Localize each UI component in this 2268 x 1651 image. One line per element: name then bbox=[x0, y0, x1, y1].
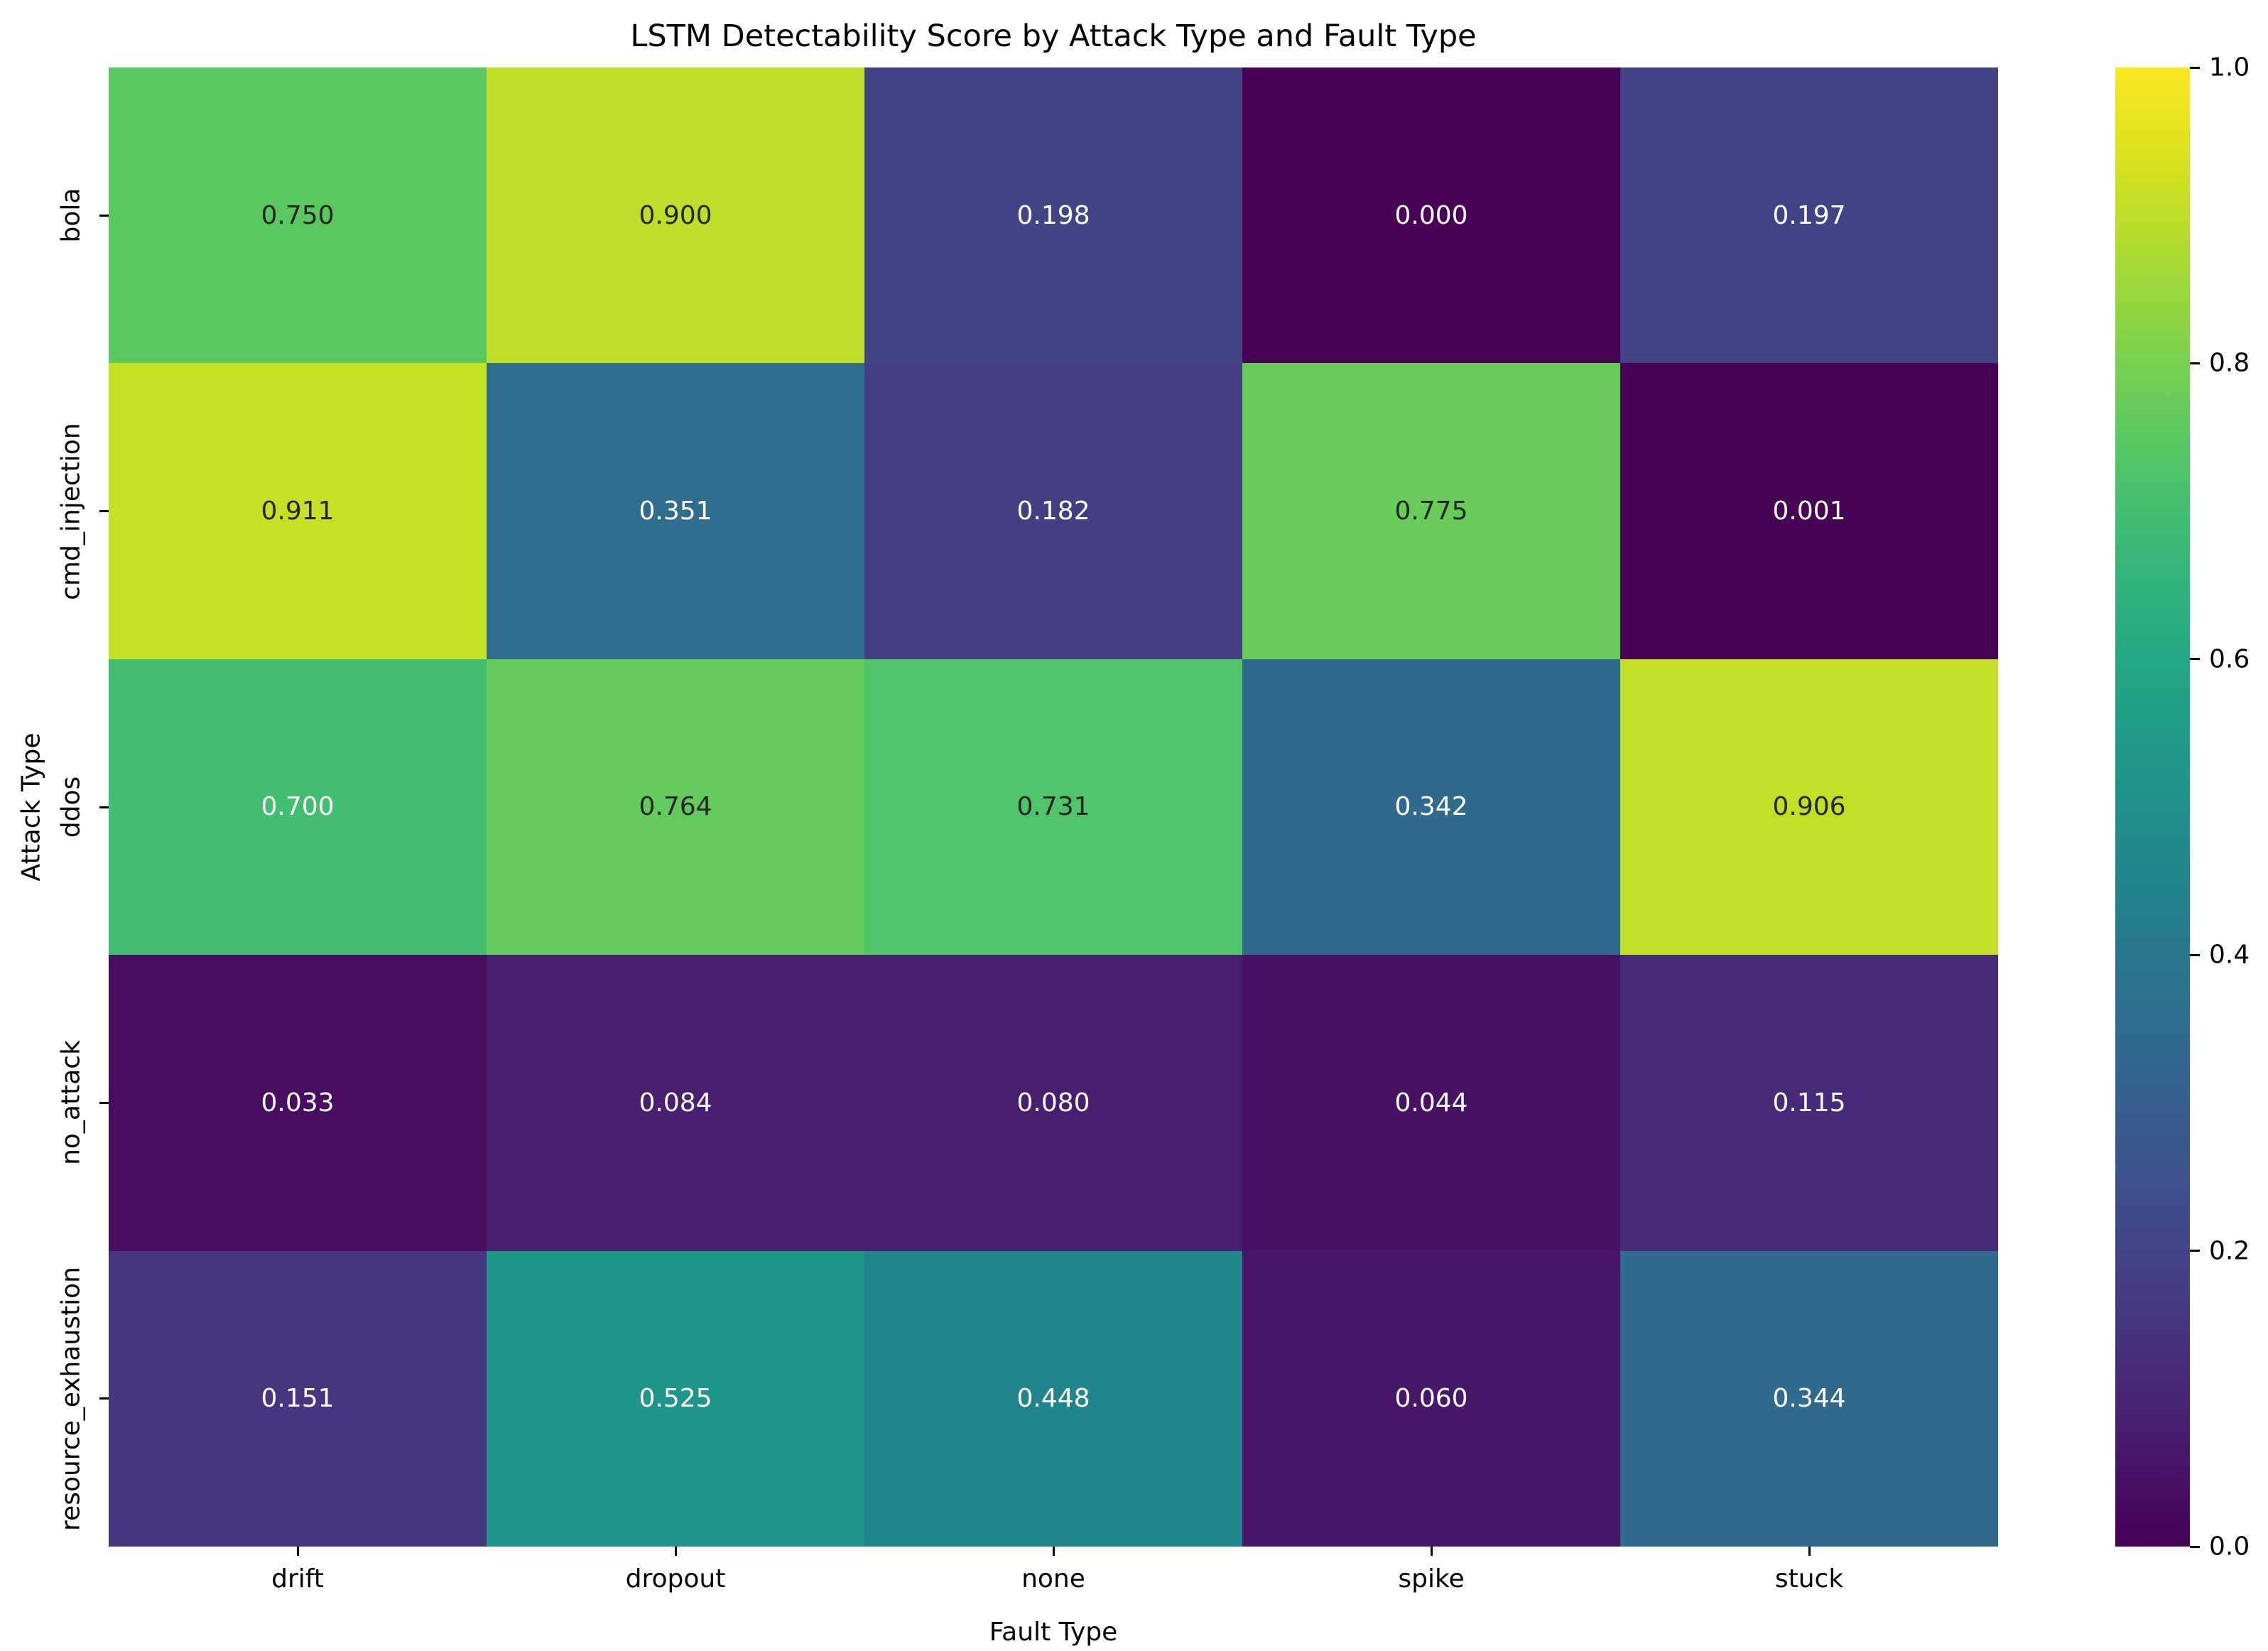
heatmap-cell: 0.911 bbox=[109, 363, 487, 659]
cell-value: 0.115 bbox=[1772, 1088, 1846, 1117]
colorbar-tick-label: 0.6 bbox=[2209, 644, 2250, 674]
cell-value: 0.351 bbox=[639, 497, 712, 526]
cell-value: 0.198 bbox=[1016, 200, 1090, 230]
heatmap-cell: 0.775 bbox=[1242, 363, 1620, 659]
heatmap-cell: 0.001 bbox=[1620, 363, 1998, 659]
colorbar-tick-label: 0.8 bbox=[2209, 348, 2250, 378]
heatmap-cell: 0.033 bbox=[109, 955, 487, 1251]
cell-value: 0.080 bbox=[1016, 1088, 1090, 1117]
colorbar-gradient bbox=[2115, 67, 2190, 1547]
heatmap-cell: 0.906 bbox=[1620, 659, 1998, 956]
heatmap-cell: 0.731 bbox=[864, 659, 1242, 956]
cell-value: 0.342 bbox=[1394, 792, 1468, 822]
x-tick-mark bbox=[674, 1547, 677, 1556]
y-tick-mark bbox=[99, 214, 109, 217]
colorbar-tick-mark bbox=[2190, 953, 2200, 956]
heatmap-cell: 0.342 bbox=[1242, 659, 1620, 956]
x-tick-label: none bbox=[1021, 1564, 1085, 1593]
heatmap-cell: 0.060 bbox=[1242, 1250, 1620, 1547]
colorbar-tick-mark bbox=[2190, 66, 2200, 69]
heatmap-cell: 0.044 bbox=[1242, 955, 1620, 1251]
heatmap-cell: 0.750 bbox=[109, 67, 487, 364]
cell-value: 0.344 bbox=[1772, 1384, 1846, 1414]
cell-value: 0.750 bbox=[261, 200, 335, 230]
colorbar-tick-mark bbox=[2190, 362, 2200, 364]
colorbar-tick-label: 0.2 bbox=[2209, 1236, 2250, 1266]
cell-value: 0.084 bbox=[639, 1088, 712, 1117]
cell-value: 0.448 bbox=[1016, 1384, 1090, 1414]
heatmap-cell: 0.084 bbox=[487, 955, 864, 1251]
heatmap-cell: 0.448 bbox=[864, 1250, 1242, 1547]
cell-value: 0.525 bbox=[639, 1384, 712, 1414]
y-tick-mark bbox=[99, 510, 109, 513]
cell-value: 0.911 bbox=[261, 497, 335, 526]
colorbar-tick-label: 0.4 bbox=[2209, 940, 2250, 970]
y-tick-label: resource_exhaustion bbox=[56, 1266, 86, 1531]
x-tick-mark bbox=[1808, 1547, 1811, 1556]
cell-value: 0.001 bbox=[1772, 497, 1846, 526]
colorbar-tick-mark bbox=[2190, 1250, 2200, 1252]
cell-value: 0.033 bbox=[261, 1088, 335, 1117]
heatmap-cell: 0.182 bbox=[864, 363, 1242, 659]
heatmap-cell: 0.080 bbox=[864, 955, 1242, 1251]
y-tick-label: no_attack bbox=[56, 1040, 86, 1166]
cell-value: 0.731 bbox=[1016, 792, 1090, 822]
y-tick-mark bbox=[99, 806, 109, 808]
x-tick-mark bbox=[296, 1547, 299, 1556]
cell-value: 0.700 bbox=[261, 792, 335, 822]
chart-title: LSTM Detectability Score by Attack Type … bbox=[630, 18, 1477, 54]
heatmap-cell: 0.198 bbox=[864, 67, 1242, 364]
y-tick-label: cmd_injection bbox=[56, 422, 86, 600]
cell-value: 0.764 bbox=[639, 792, 712, 822]
heatmap-cell: 0.700 bbox=[109, 659, 487, 956]
x-tick-mark bbox=[1430, 1547, 1433, 1556]
heatmap-cell: 0.151 bbox=[109, 1250, 487, 1547]
heatmap-cell: 0.900 bbox=[487, 67, 864, 364]
y-tick-mark bbox=[99, 1101, 109, 1104]
heatmap-cell: 0.000 bbox=[1242, 67, 1620, 364]
cell-value: 0.151 bbox=[261, 1384, 335, 1414]
y-tick-mark bbox=[99, 1397, 109, 1400]
cell-value: 0.060 bbox=[1394, 1384, 1468, 1414]
heatmap-grid: 0.750 0.900 0.198 0.000 0.197 0.911 0.351 0.182… bbox=[109, 67, 1998, 1547]
x-tick-label: spike bbox=[1398, 1564, 1465, 1593]
heatmap-cell: 0.764 bbox=[487, 659, 864, 956]
cell-value: 0.182 bbox=[1016, 497, 1090, 526]
x-axis-label: Fault Type bbox=[989, 1618, 1118, 1647]
x-tick-label: stuck bbox=[1774, 1564, 1844, 1593]
heatmap-cell: 0.351 bbox=[487, 363, 864, 659]
colorbar-tick-mark bbox=[2190, 1545, 2200, 1548]
cell-value: 0.900 bbox=[639, 200, 712, 230]
x-tick-label: drift bbox=[271, 1564, 324, 1593]
y-tick-label: bola bbox=[56, 188, 86, 243]
heatmap-cell: 0.197 bbox=[1620, 67, 1998, 364]
y-tick-label: ddos bbox=[56, 776, 86, 838]
heatmap-cell: 0.115 bbox=[1620, 955, 1998, 1251]
heatmap-cell: 0.344 bbox=[1620, 1250, 1998, 1547]
colorbar-tick-label: 1.0 bbox=[2209, 53, 2250, 82]
y-axis-label: Attack Type bbox=[16, 732, 46, 882]
x-tick-label: dropout bbox=[625, 1564, 726, 1593]
heatmap-cell: 0.525 bbox=[487, 1250, 864, 1547]
colorbar-tick-label: 0.0 bbox=[2209, 1532, 2250, 1561]
cell-value: 0.000 bbox=[1394, 200, 1468, 230]
cell-value: 0.197 bbox=[1772, 200, 1846, 230]
cell-value: 0.044 bbox=[1394, 1088, 1468, 1117]
x-tick-mark bbox=[1052, 1547, 1055, 1556]
cell-value: 0.906 bbox=[1772, 792, 1846, 822]
cell-value: 0.775 bbox=[1394, 497, 1468, 526]
colorbar-tick-mark bbox=[2190, 658, 2200, 661]
